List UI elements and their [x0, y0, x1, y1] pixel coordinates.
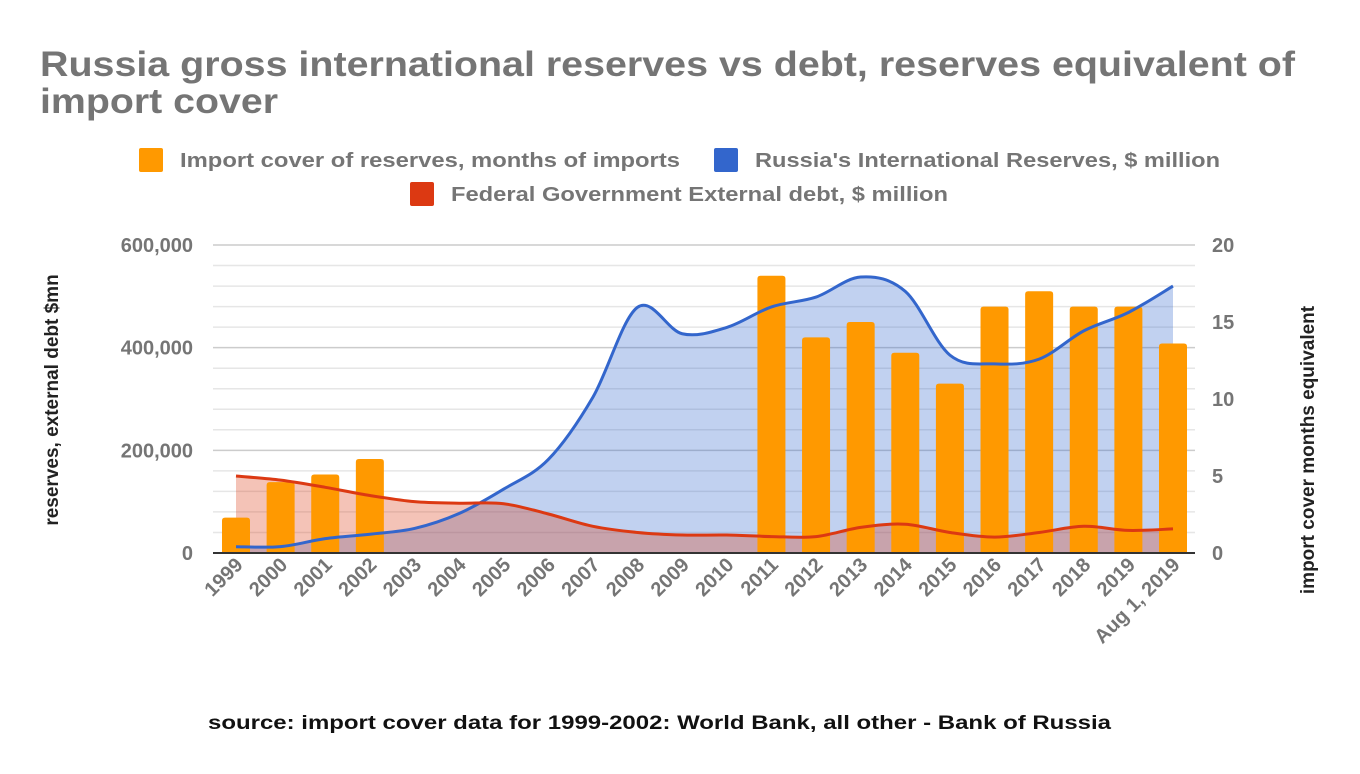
x-axis-ticks: 1999200020012002200320042005200620072008…	[201, 553, 1185, 648]
import-cover-bar	[1069, 306, 1098, 553]
right-axis-tick-label: 15	[1212, 312, 1234, 334]
right-axis-tick-label: 10	[1212, 389, 1234, 411]
line-series	[235, 275, 1174, 549]
legend-label-debt: Federal Government External debt, $ mill…	[451, 184, 948, 206]
x-axis-tick-label: 2012	[781, 554, 828, 601]
import-cover-bar	[846, 322, 875, 553]
right-axis-title: import cover months equivalent	[1298, 305, 1319, 594]
x-axis-tick-label: 2009	[647, 554, 694, 601]
reserves-line	[235, 275, 1174, 549]
left-axis-tick-label: 400,000	[121, 338, 193, 360]
x-axis-tick-label: 2014	[870, 553, 918, 601]
legend-swatch-import-cover	[139, 148, 163, 172]
legend-label-reserves: Russia's International Reserves, $ milli…	[755, 150, 1220, 172]
x-axis-tick-label: 2007	[557, 554, 604, 601]
x-axis-tick-label: 2010	[691, 554, 738, 601]
import-cover-bar	[1025, 291, 1054, 553]
x-axis-tick-label: 2018	[1048, 554, 1095, 601]
import-cover-bar	[266, 482, 295, 553]
legend-label-import-cover: Import cover of reserves, months of impo…	[180, 150, 680, 172]
left-axis-title: reserves, external debt $mn	[42, 274, 63, 525]
left-axis-tick-label: 200,000	[121, 440, 193, 462]
x-axis-tick-label: 2002	[334, 554, 381, 601]
x-axis-tick-label: 1999	[201, 554, 248, 601]
import-cover-bar	[1159, 343, 1187, 553]
import-cover-bar	[355, 459, 384, 553]
left-axis-tick-label: 0	[182, 543, 193, 565]
right-axis-ticks: 0 5 10 15 20	[1212, 235, 1234, 565]
right-axis-tick-label: 20	[1212, 235, 1234, 257]
x-axis-tick-label: 2006	[513, 554, 560, 601]
x-axis-tick-label: 2015	[914, 554, 961, 601]
x-axis-tick-label: 2008	[602, 554, 649, 601]
import-cover-bar	[222, 517, 250, 553]
legend: Import cover of reserves, months of impo…	[139, 148, 1220, 206]
x-axis-tick-label: 2013	[825, 554, 872, 601]
legend-swatch-debt	[410, 182, 434, 206]
x-axis-tick-label: 2011	[737, 554, 783, 600]
left-axis-tick-label: 600,000	[121, 235, 193, 257]
import-cover-bar	[757, 275, 786, 553]
import-cover-bar	[980, 306, 1009, 553]
x-axis-tick-label: 2003	[379, 554, 426, 601]
import-cover-bar	[891, 352, 920, 553]
legend-swatch-reserves	[714, 148, 738, 172]
import-cover-bar	[1114, 306, 1143, 553]
source-note: source: import cover data for 1999-2002:…	[208, 713, 1112, 734]
right-axis-tick-label: 0	[1212, 543, 1223, 565]
left-axis-ticks: 0 200,000 400,000 600,000	[121, 235, 193, 565]
x-axis-tick-label: 2000	[245, 554, 292, 601]
x-axis-tick-label: 2017	[1004, 554, 1051, 601]
x-axis-tick-label: 2001	[290, 554, 337, 601]
import-cover-bar	[311, 474, 340, 553]
bar-series	[222, 275, 1187, 553]
x-axis-tick-label: 2005	[468, 554, 515, 601]
chart-title-line2: import cover	[40, 82, 278, 121]
debt-line	[235, 474, 1174, 539]
right-axis-tick-label: 5	[1212, 466, 1223, 488]
chart-title-line1: Russia gross international reserves vs d…	[40, 45, 1295, 84]
import-cover-bar	[935, 383, 964, 553]
x-axis-tick-label: 2004	[424, 553, 472, 601]
import-cover-bar	[802, 337, 831, 553]
x-axis-tick-label: 2016	[959, 554, 1006, 601]
